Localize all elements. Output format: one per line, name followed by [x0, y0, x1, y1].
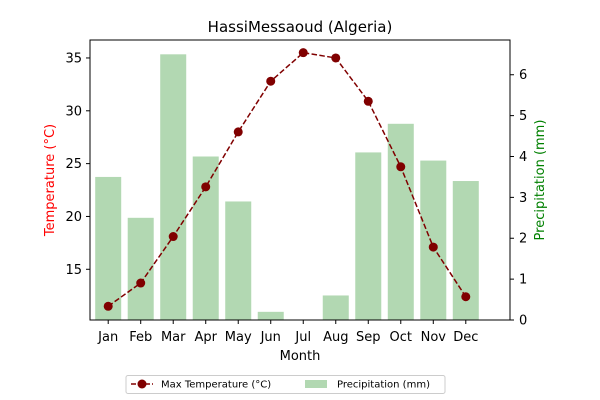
- legend-marker-swatch: [137, 379, 147, 389]
- temp-point-dec: [461, 292, 471, 302]
- x-tick-label: Jun: [260, 330, 281, 345]
- x-tick-label: Mar: [161, 330, 186, 345]
- y-left-tick-label: 35: [65, 51, 82, 66]
- temp-point-jan: [103, 301, 113, 311]
- precip-bar-jan: [95, 176, 122, 320]
- legend-label-precipitation: Precipitation (mm): [337, 380, 430, 391]
- legend-bar-swatch: [305, 380, 327, 388]
- temp-point-jun: [266, 76, 276, 86]
- temp-point-mar: [168, 232, 178, 242]
- y-right-tick-label: 2: [519, 232, 527, 247]
- x-tick-label: Nov: [421, 330, 447, 345]
- chart-title: HassiMessaoud (Algeria): [208, 18, 393, 36]
- temperature-line-series: [103, 48, 471, 311]
- temp-point-sep: [363, 96, 373, 106]
- x-tick-label: Dec: [453, 330, 478, 345]
- x-tick-label: Apr: [194, 330, 217, 345]
- temp-point-aug: [331, 53, 341, 63]
- precip-bar-feb: [127, 217, 154, 320]
- temp-point-may: [233, 127, 243, 137]
- y-left-tick-label: 20: [65, 210, 82, 225]
- plot-frame: [89, 39, 511, 321]
- temperature-line: [107, 51, 467, 307]
- y-left-tick-label: 25: [65, 157, 82, 172]
- precip-bar-nov: [420, 160, 447, 320]
- temp-point-apr: [201, 182, 211, 192]
- precip-bar-jun: [257, 311, 284, 320]
- legend: Max Temperature (°C) Precipitation (mm): [125, 375, 446, 394]
- y-right-tick-label: 5: [519, 109, 527, 124]
- temp-point-nov: [428, 242, 438, 252]
- y-right-tick-label: 0: [519, 314, 527, 329]
- precip-bar-apr: [192, 156, 219, 320]
- x-tick-label: Jul: [294, 330, 311, 345]
- y-right-tick-label: 3: [519, 191, 527, 206]
- y-axis-right-label: Precipitation (mm): [533, 120, 548, 241]
- x-tick-label: Sep: [356, 330, 381, 345]
- y-right-tick-label: 4: [519, 150, 527, 165]
- y-axis-left-label: Temperature (°C): [43, 124, 58, 237]
- x-tick-label: Feb: [129, 330, 152, 345]
- x-axis-label: Month: [280, 349, 321, 364]
- x-tick-label: Aug: [323, 330, 348, 345]
- tick-labels: Jan Feb Mar Apr May Jun Jul Aug Sep Oct Nov Dec1520…: [65, 51, 527, 345]
- precip-bar-mar: [160, 54, 187, 320]
- x-tick-label: Jan: [97, 330, 118, 345]
- x-tick-label: Oct: [390, 330, 412, 345]
- y-left-tick-label: 15: [65, 263, 82, 278]
- y-left-tick-label: 30: [65, 104, 82, 119]
- precip-bar-aug: [322, 295, 349, 320]
- precip-bar-may: [225, 201, 252, 320]
- y-right-tick-label: 1: [519, 273, 527, 288]
- legend-frame: [125, 375, 446, 394]
- x-tick-label: May: [225, 330, 252, 345]
- y-right-tick-label: 6: [519, 68, 527, 83]
- axes: [86, 39, 514, 324]
- temp-point-feb: [136, 278, 146, 288]
- precip-bar-oct: [387, 123, 414, 320]
- legend-label-temperature: Max Temperature (°C): [161, 380, 271, 391]
- temp-point-jul: [298, 48, 308, 58]
- precipitation-bars: [95, 54, 479, 320]
- temp-point-oct: [396, 162, 406, 172]
- precip-bar-sep: [355, 152, 382, 320]
